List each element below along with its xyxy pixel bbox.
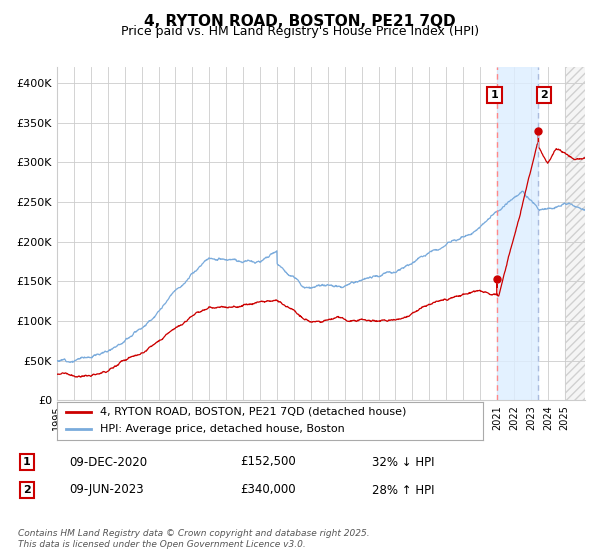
Text: 2: 2 bbox=[23, 485, 31, 495]
Text: 4, RYTON ROAD, BOSTON, PE21 7QD: 4, RYTON ROAD, BOSTON, PE21 7QD bbox=[144, 14, 456, 29]
Text: £152,500: £152,500 bbox=[240, 455, 296, 469]
Text: 09-JUN-2023: 09-JUN-2023 bbox=[69, 483, 143, 497]
Text: Contains HM Land Registry data © Crown copyright and database right 2025.
This d: Contains HM Land Registry data © Crown c… bbox=[18, 529, 370, 549]
Text: 28% ↑ HPI: 28% ↑ HPI bbox=[372, 483, 434, 497]
Text: 09-DEC-2020: 09-DEC-2020 bbox=[69, 455, 147, 469]
Text: £340,000: £340,000 bbox=[240, 483, 296, 497]
Text: HPI: Average price, detached house, Boston: HPI: Average price, detached house, Bost… bbox=[100, 424, 344, 435]
Text: 2: 2 bbox=[541, 90, 548, 100]
Text: Price paid vs. HM Land Registry's House Price Index (HPI): Price paid vs. HM Land Registry's House … bbox=[121, 25, 479, 38]
Text: 1: 1 bbox=[491, 90, 499, 100]
Text: 1: 1 bbox=[23, 457, 31, 467]
Bar bbox=[497, 67, 538, 400]
Bar bbox=[565, 67, 600, 400]
Text: 4, RYTON ROAD, BOSTON, PE21 7QD (detached house): 4, RYTON ROAD, BOSTON, PE21 7QD (detache… bbox=[100, 407, 406, 417]
Bar bbox=[565, 67, 600, 400]
Text: 32% ↓ HPI: 32% ↓ HPI bbox=[372, 455, 434, 469]
